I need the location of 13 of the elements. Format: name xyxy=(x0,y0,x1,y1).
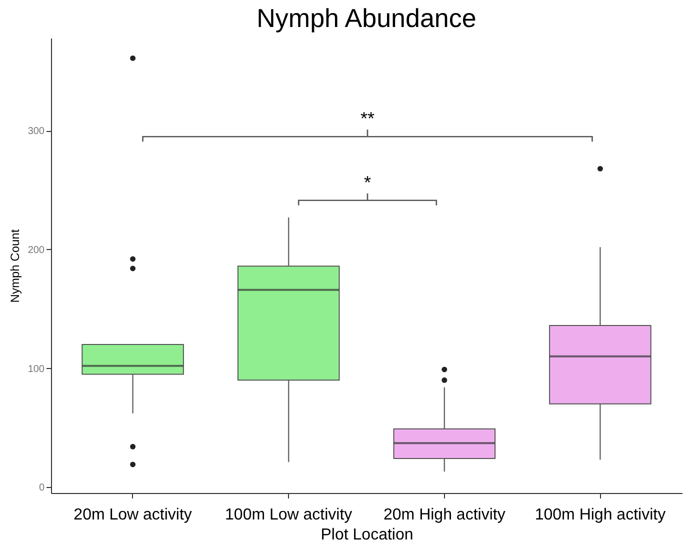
chart-title: Nymph Abundance xyxy=(256,3,476,33)
x-tick-label: 100m High activity xyxy=(534,506,666,524)
y-tick-label: 0 xyxy=(38,482,45,494)
x-tick-label: 20m High activity xyxy=(383,506,506,524)
x-tick-label: 20m Low activity xyxy=(74,506,192,524)
annotation: * xyxy=(364,172,372,192)
y-tick-label: 100 xyxy=(28,364,45,375)
y-tick-label: 200 xyxy=(28,244,45,256)
x-axis-title: Plot Location xyxy=(320,526,414,544)
x-tick-label: 100m Low activity xyxy=(225,506,352,524)
annotation: ** xyxy=(360,108,375,129)
y-axis-title: Nymph Count xyxy=(8,228,22,303)
y-tick-label: 300 xyxy=(28,126,45,138)
